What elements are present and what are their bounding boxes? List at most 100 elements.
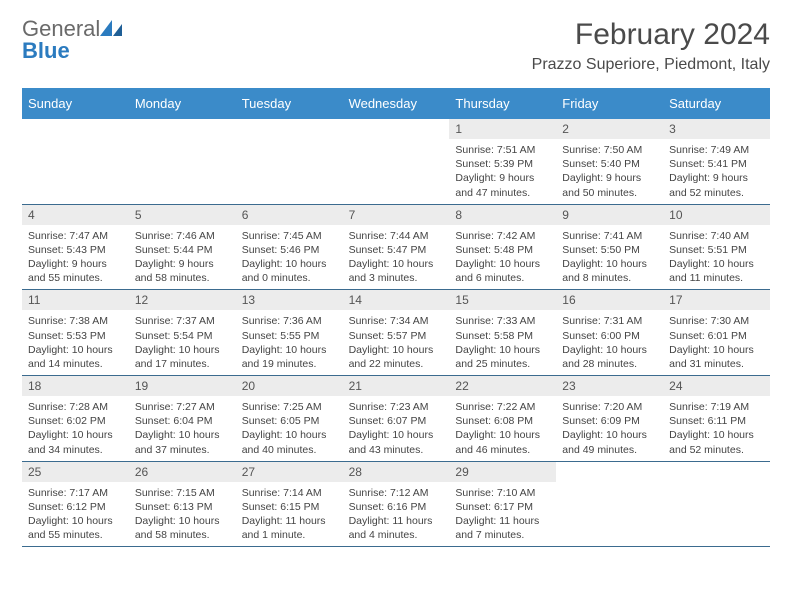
day-number: 2 [556, 119, 663, 139]
day-details: Sunrise: 7:42 AMSunset: 5:48 PMDaylight:… [449, 225, 556, 290]
daylight-text-line1: Daylight: 10 hours [242, 257, 337, 271]
logo-text: GeneralBlue [22, 18, 122, 62]
calendar-cell: 20Sunrise: 7:25 AMSunset: 6:05 PMDayligh… [236, 376, 343, 461]
sunset-text: Sunset: 6:16 PM [349, 500, 444, 514]
calendar-cell: 23Sunrise: 7:20 AMSunset: 6:09 PMDayligh… [556, 376, 663, 461]
sunrise-text: Sunrise: 7:17 AM [28, 486, 123, 500]
sunset-text: Sunset: 5:54 PM [135, 329, 230, 343]
daylight-text-line1: Daylight: 10 hours [135, 343, 230, 357]
calendar-cell: 5Sunrise: 7:46 AMSunset: 5:44 PMDaylight… [129, 205, 236, 290]
day-number: 9 [556, 205, 663, 225]
sunrise-text: Sunrise: 7:20 AM [562, 400, 657, 414]
daylight-text-line2: and 25 minutes. [455, 357, 550, 371]
day-details: Sunrise: 7:25 AMSunset: 6:05 PMDaylight:… [236, 396, 343, 461]
calendar-cell [343, 119, 450, 204]
weekday-header: Saturday [663, 88, 770, 119]
sunrise-text: Sunrise: 7:19 AM [669, 400, 764, 414]
day-number: 11 [22, 290, 129, 310]
sunset-text: Sunset: 5:47 PM [349, 243, 444, 257]
daylight-text-line2: and 4 minutes. [349, 528, 444, 542]
weekday-header: Friday [556, 88, 663, 119]
calendar-cell: 17Sunrise: 7:30 AMSunset: 6:01 PMDayligh… [663, 290, 770, 375]
daylight-text-line1: Daylight: 9 hours [455, 171, 550, 185]
day-details: Sunrise: 7:44 AMSunset: 5:47 PMDaylight:… [343, 225, 450, 290]
calendar-body: 1Sunrise: 7:51 AMSunset: 5:39 PMDaylight… [22, 119, 770, 547]
sunrise-text: Sunrise: 7:37 AM [135, 314, 230, 328]
sunset-text: Sunset: 5:39 PM [455, 157, 550, 171]
day-details: Sunrise: 7:46 AMSunset: 5:44 PMDaylight:… [129, 225, 236, 290]
day-details: Sunrise: 7:14 AMSunset: 6:15 PMDaylight:… [236, 482, 343, 547]
sunrise-text: Sunrise: 7:23 AM [349, 400, 444, 414]
sunset-text: Sunset: 6:17 PM [455, 500, 550, 514]
daylight-text-line2: and 43 minutes. [349, 443, 444, 457]
day-number: 27 [236, 462, 343, 482]
sunset-text: Sunset: 5:41 PM [669, 157, 764, 171]
sunset-text: Sunset: 5:46 PM [242, 243, 337, 257]
day-details: Sunrise: 7:34 AMSunset: 5:57 PMDaylight:… [343, 310, 450, 375]
day-details: Sunrise: 7:40 AMSunset: 5:51 PMDaylight:… [663, 225, 770, 290]
day-details: Sunrise: 7:23 AMSunset: 6:07 PMDaylight:… [343, 396, 450, 461]
calendar-week-row: 1Sunrise: 7:51 AMSunset: 5:39 PMDaylight… [22, 119, 770, 205]
sunset-text: Sunset: 5:53 PM [28, 329, 123, 343]
day-number: 20 [236, 376, 343, 396]
day-details: Sunrise: 7:28 AMSunset: 6:02 PMDaylight:… [22, 396, 129, 461]
day-details: Sunrise: 7:41 AMSunset: 5:50 PMDaylight:… [556, 225, 663, 290]
sunrise-text: Sunrise: 7:28 AM [28, 400, 123, 414]
sunrise-text: Sunrise: 7:31 AM [562, 314, 657, 328]
sunset-text: Sunset: 6:04 PM [135, 414, 230, 428]
daylight-text-line1: Daylight: 11 hours [349, 514, 444, 528]
day-number: 16 [556, 290, 663, 310]
calendar-week-row: 4Sunrise: 7:47 AMSunset: 5:43 PMDaylight… [22, 205, 770, 291]
day-number: 22 [449, 376, 556, 396]
daylight-text-line2: and 3 minutes. [349, 271, 444, 285]
sunrise-text: Sunrise: 7:45 AM [242, 229, 337, 243]
sunset-text: Sunset: 5:55 PM [242, 329, 337, 343]
daylight-text-line1: Daylight: 10 hours [562, 343, 657, 357]
daylight-text-line1: Daylight: 10 hours [242, 343, 337, 357]
day-details: Sunrise: 7:10 AMSunset: 6:17 PMDaylight:… [449, 482, 556, 547]
calendar-cell: 7Sunrise: 7:44 AMSunset: 5:47 PMDaylight… [343, 205, 450, 290]
daylight-text-line1: Daylight: 10 hours [669, 343, 764, 357]
day-number: 21 [343, 376, 450, 396]
sunrise-text: Sunrise: 7:50 AM [562, 143, 657, 157]
calendar-cell: 10Sunrise: 7:40 AMSunset: 5:51 PMDayligh… [663, 205, 770, 290]
calendar-cell: 19Sunrise: 7:27 AMSunset: 6:04 PMDayligh… [129, 376, 236, 461]
sunrise-text: Sunrise: 7:38 AM [28, 314, 123, 328]
calendar-week-row: 25Sunrise: 7:17 AMSunset: 6:12 PMDayligh… [22, 462, 770, 548]
sunset-text: Sunset: 6:00 PM [562, 329, 657, 343]
calendar-week-row: 18Sunrise: 7:28 AMSunset: 6:02 PMDayligh… [22, 376, 770, 462]
daylight-text-line2: and 28 minutes. [562, 357, 657, 371]
sunset-text: Sunset: 6:11 PM [669, 414, 764, 428]
daylight-text-line1: Daylight: 10 hours [562, 428, 657, 442]
day-number: 7 [343, 205, 450, 225]
weekday-header: Thursday [449, 88, 556, 119]
calendar-week-row: 11Sunrise: 7:38 AMSunset: 5:53 PMDayligh… [22, 290, 770, 376]
sunrise-text: Sunrise: 7:44 AM [349, 229, 444, 243]
calendar-cell: 29Sunrise: 7:10 AMSunset: 6:17 PMDayligh… [449, 462, 556, 547]
calendar-cell: 6Sunrise: 7:45 AMSunset: 5:46 PMDaylight… [236, 205, 343, 290]
daylight-text-line1: Daylight: 9 hours [669, 171, 764, 185]
day-number: 8 [449, 205, 556, 225]
daylight-text-line1: Daylight: 10 hours [349, 428, 444, 442]
daylight-text-line1: Daylight: 11 hours [242, 514, 337, 528]
daylight-text-line2: and 1 minute. [242, 528, 337, 542]
daylight-text-line2: and 55 minutes. [28, 271, 123, 285]
daylight-text-line1: Daylight: 9 hours [562, 171, 657, 185]
sunset-text: Sunset: 5:50 PM [562, 243, 657, 257]
calendar-cell [129, 119, 236, 204]
sunset-text: Sunset: 5:57 PM [349, 329, 444, 343]
weekday-header: Tuesday [236, 88, 343, 119]
calendar-cell: 25Sunrise: 7:17 AMSunset: 6:12 PMDayligh… [22, 462, 129, 547]
calendar-cell: 27Sunrise: 7:14 AMSunset: 6:15 PMDayligh… [236, 462, 343, 547]
calendar-cell [663, 462, 770, 547]
logo: GeneralBlue [22, 18, 122, 62]
daylight-text-line2: and 7 minutes. [455, 528, 550, 542]
day-details: Sunrise: 7:27 AMSunset: 6:04 PMDaylight:… [129, 396, 236, 461]
daylight-text-line2: and 19 minutes. [242, 357, 337, 371]
day-number: 10 [663, 205, 770, 225]
day-number: 25 [22, 462, 129, 482]
daylight-text-line1: Daylight: 10 hours [28, 343, 123, 357]
day-details: Sunrise: 7:51 AMSunset: 5:39 PMDaylight:… [449, 139, 556, 204]
sunrise-text: Sunrise: 7:47 AM [28, 229, 123, 243]
sunset-text: Sunset: 6:08 PM [455, 414, 550, 428]
